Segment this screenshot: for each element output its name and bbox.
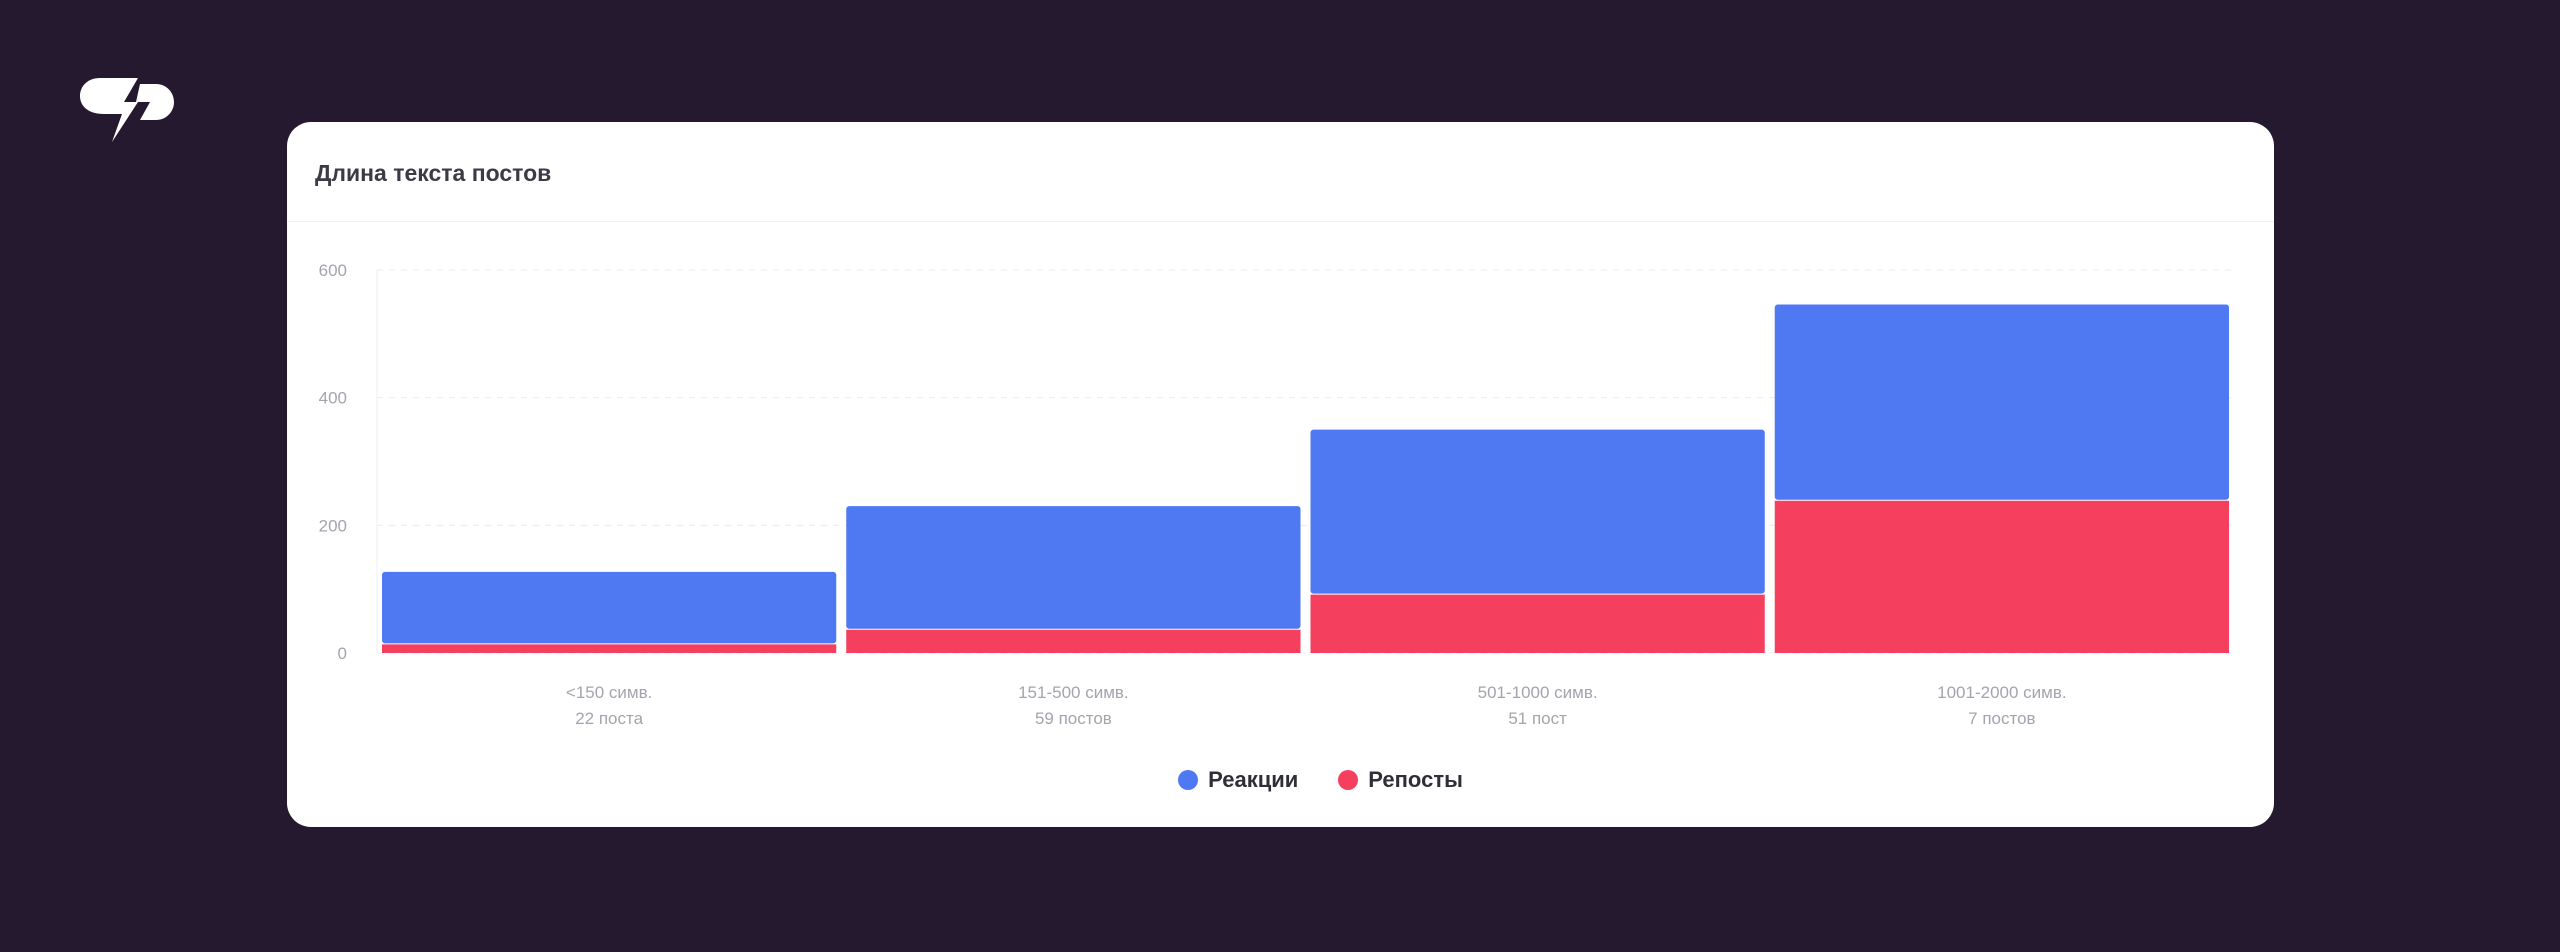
- x-tick-sublabel: 7 постов: [1968, 709, 2035, 728]
- chart-legend: Реакции Репосты: [287, 765, 2274, 795]
- chart-card: Длина текста постов 0 200 400 600 <150 симв.…: [287, 122, 2274, 827]
- x-tick-sublabel: 51 пост: [1508, 709, 1567, 728]
- y-tick-label: 0: [338, 644, 347, 663]
- legend-item-reactions[interactable]: Реакции: [1178, 767, 1298, 793]
- x-tick-sublabel: 59 постов: [1035, 709, 1112, 728]
- legend-label-reposts: Репосты: [1368, 767, 1463, 792]
- brand-logo-icon: [80, 78, 174, 142]
- legend-label-reactions: Реакции: [1208, 767, 1299, 792]
- y-tick-label: 200: [319, 516, 347, 535]
- y-tick-label: 600: [319, 261, 347, 280]
- bar-segment-reactions: [1310, 429, 1765, 594]
- card-header: Длина текста постов: [287, 122, 2274, 222]
- bar-segment-reactions: [382, 571, 837, 644]
- x-tick-sublabel: 22 поста: [575, 709, 643, 728]
- x-tick-label: <150 симв.: [566, 683, 652, 702]
- x-tick-label: 501-1000 симв.: [1478, 683, 1598, 702]
- bar-segment-reposts: [382, 643, 837, 653]
- legend-item-reposts[interactable]: Репосты: [1338, 767, 1463, 793]
- bar-segment-reposts: [846, 628, 1301, 653]
- bar-segment-reactions: [1774, 304, 2229, 500]
- legend-swatch-reposts: [1338, 770, 1359, 790]
- chart-title: Длина текста постов: [315, 160, 552, 186]
- stacked-bar-chart: 0 200 400 600 <150 симв. 22 поста 151-500 симв…: [319, 261, 2234, 728]
- x-tick-label: 1001-2000 симв.: [1937, 683, 2066, 702]
- y-tick-label: 400: [319, 389, 347, 408]
- bar-segment-reposts: [1310, 593, 1765, 653]
- bar-segment-reposts: [1774, 499, 2229, 653]
- x-tick-label: 151-500 симв.: [1018, 683, 1129, 702]
- bar-segment-reactions: [846, 506, 1301, 629]
- legend-swatch-reactions: [1178, 770, 1199, 790]
